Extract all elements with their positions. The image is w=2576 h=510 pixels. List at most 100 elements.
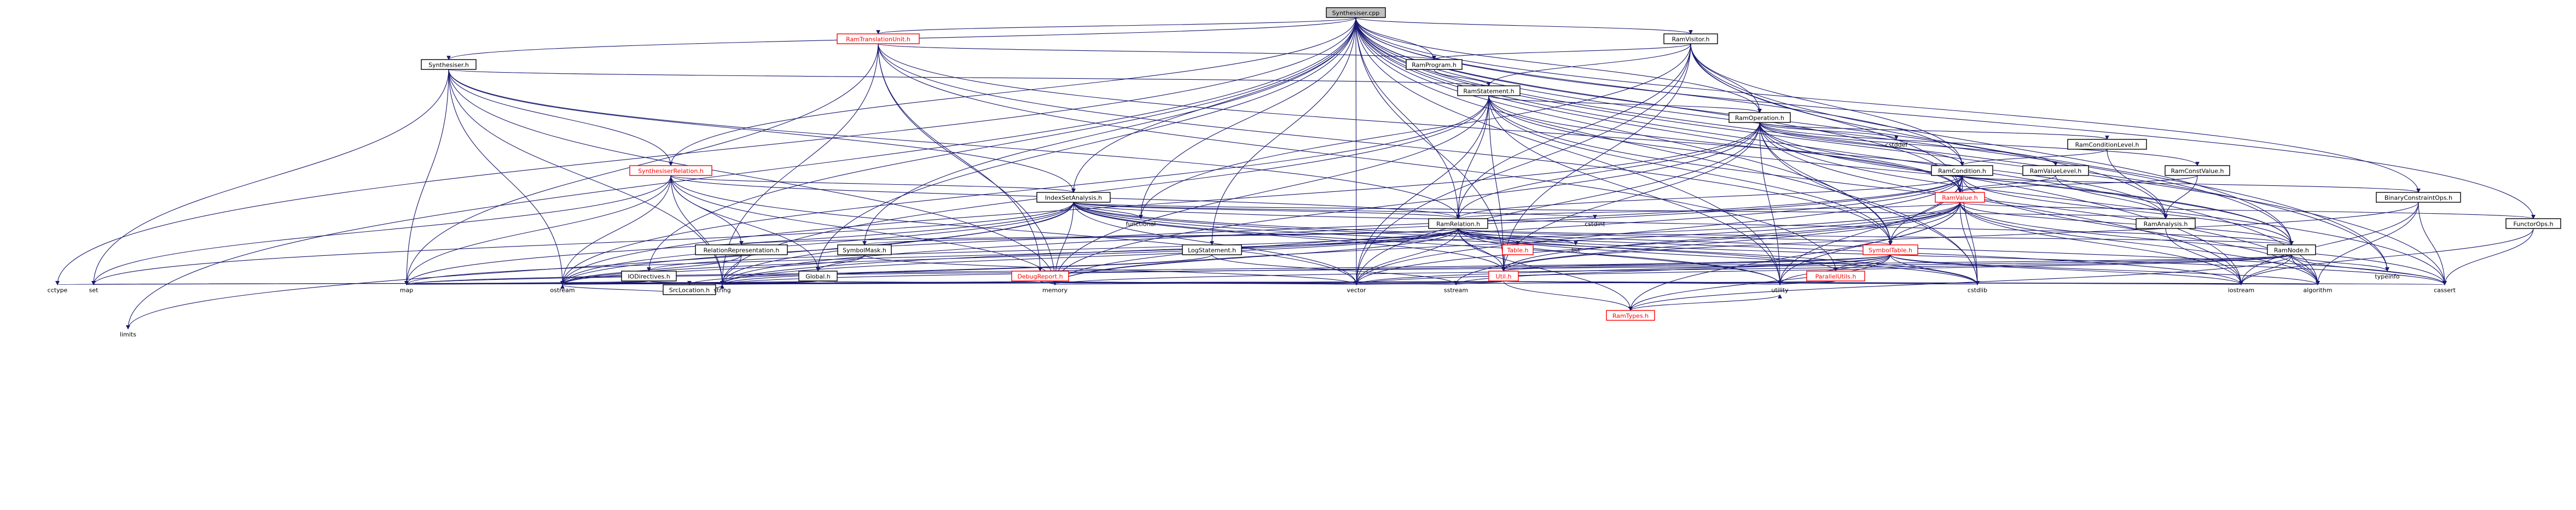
edge-symboltable-to-cstdlib: [1890, 254, 1980, 285]
edge-synth_h-to-indexset: [448, 69, 1076, 193]
edge-functorops-to-cassert: [2442, 228, 2534, 285]
edge-symboltable-to-string: [720, 254, 1891, 285]
node-label: SymbolMask.h: [843, 247, 886, 254]
node-ostream: ostream: [550, 287, 575, 294]
edge-indexset-to-functional: [1073, 202, 1143, 219]
node-box: [2067, 139, 2147, 150]
node-symboltable[interactable]: SymbolTable.h: [1863, 244, 1918, 255]
edge-ram_relation-to-vector: [1354, 228, 1459, 285]
edge-ram_value-to-utility: [1778, 202, 1960, 285]
edge-ram_relation-to-util: [1458, 228, 1506, 272]
node-box: [1663, 33, 1718, 44]
node-ram-condlevel[interactable]: RamConditionLevel.h: [2067, 139, 2147, 150]
edge-ram_condlevel-to-ram_condition: [1960, 149, 2108, 166]
node-label: Global.h: [805, 273, 831, 280]
node-limits: limits: [120, 331, 136, 338]
edge-synth_h-to-ram_statement: [448, 69, 1490, 86]
node-label: DebugReport.h: [1017, 273, 1063, 280]
node-global[interactable]: Global.h: [798, 271, 838, 282]
node-synth-cpp[interactable]: Synthesiser.cpp: [1326, 7, 1386, 18]
edge-ram_tu-to-map: [404, 43, 879, 285]
node-label: algorithm: [2303, 287, 2332, 294]
node-table[interactable]: Table.h: [1502, 244, 1534, 255]
edge-ram_condlevel-to-ram_analysis: [2107, 149, 2168, 219]
node-typeinfo: typeinfo: [2375, 273, 2399, 280]
edge-ram_valuelevel-to-ram_analysis: [2055, 175, 2168, 219]
node-parallelutils[interactable]: ParallelUtils.h: [1806, 271, 1865, 282]
edge-ram_visitor-to-ram_statement: [1487, 43, 1691, 86]
node-util[interactable]: Util.h: [1488, 271, 1519, 282]
node-ram-node[interactable]: RamNode.h: [2267, 244, 2316, 255]
node-ram-condition[interactable]: RamCondition.h: [1931, 165, 1993, 176]
node-ram-visitor[interactable]: RamVisitor.h: [1663, 33, 1718, 44]
node-synth-relation[interactable]: SynthesiserRelation.h: [629, 165, 712, 176]
node-ram-operation[interactable]: RamOperation.h: [1728, 112, 1791, 123]
edge-ram_node-to-map: [405, 254, 2292, 285]
node-ram-relation[interactable]: RamRelation.h: [1428, 218, 1488, 229]
edge-logstatement-to-string: [720, 254, 1212, 285]
node-ram-analysis[interactable]: RamAnalysis.h: [2136, 218, 2196, 229]
node-ram-value[interactable]: RamValue.h: [1935, 192, 1985, 203]
node-ram-constvalue[interactable]: RamConstValue.h: [2165, 165, 2230, 176]
node-srclocation[interactable]: SrcLocation.h: [663, 284, 716, 295]
node-box: [1806, 271, 1865, 282]
edge-indexset-to-limits: [126, 202, 1074, 330]
node-label: FunctorOps.h: [2513, 221, 2553, 228]
edge-ram_relation-to-cassert: [1458, 228, 2447, 285]
node-iodirectives[interactable]: IODirectives.h: [621, 271, 677, 282]
node-box: [695, 244, 788, 255]
edge-indexset-to-ram_relation: [1073, 202, 1460, 219]
node-functorops[interactable]: FunctorOps.h: [2505, 218, 2561, 229]
edge-util-to-ram_types: [1503, 280, 1633, 311]
node-symbolmask[interactable]: SymbolMask.h: [837, 244, 892, 255]
node-synth-h[interactable]: Synthesiser.h: [421, 59, 477, 70]
edge-ram_valuelevel-to-ram_value: [1958, 175, 2056, 193]
node-ram-program[interactable]: RamProgram.h: [1406, 59, 1463, 70]
node-ram-tu[interactable]: RamTranslationUnit.h: [837, 33, 920, 44]
node-memory: memory: [1042, 287, 1067, 294]
node-binconst[interactable]: BinaryConstraintOps.h: [2376, 192, 2461, 203]
edge-ram_visitor-to-ram_node: [1690, 43, 2294, 245]
edge-indexset-to-cstdint: [1073, 202, 1597, 219]
edge-ram_node-to-cassert: [2291, 254, 2447, 285]
node-label: ParallelUtils.h: [1815, 273, 1856, 280]
node-label: SymbolTable.h: [1869, 247, 1912, 254]
edge-indexset-to-ostream: [560, 202, 1074, 285]
node-ram-types[interactable]: RamTypes.h: [1606, 310, 1655, 321]
edge-ram_operation-to-vector: [1354, 122, 1760, 285]
edge-symboltable-to-vector: [1354, 254, 1891, 285]
node-logstatement[interactable]: LogStatement.h: [1182, 244, 1242, 255]
node-debugreport[interactable]: DebugReport.h: [1011, 271, 1069, 282]
edge-indexset-to-cassert: [1073, 202, 2447, 285]
edge-ram_relation-to-list: [1458, 228, 1578, 245]
edge-ram_relation-to-relrep: [739, 228, 1459, 245]
edge-ram_statement-to-ram_operation: [1488, 95, 1762, 113]
edge-synth_h-to-memory: [448, 69, 1057, 285]
edge-ram_statement-to-memory: [1053, 95, 1489, 285]
node-label: RamValue.h: [1942, 195, 1978, 202]
edge-ram_operation-to-ram_condition: [1759, 122, 1964, 166]
node-label: list: [1571, 247, 1581, 254]
edge-ram_operation-to-ram_value: [1759, 122, 1962, 193]
node-label: cassert: [2434, 287, 2456, 294]
edge-ram_value-to-cstdlib: [1959, 202, 1980, 285]
edge-ram_statement-to-ram_relation: [1456, 95, 1489, 219]
node-label: cstdint: [1585, 221, 1605, 228]
node-cstddef: cstddef: [1885, 142, 1908, 149]
node-box: [2136, 218, 2196, 229]
edge-symboltable-to-iostream: [1890, 254, 2243, 285]
edge-ram_value-to-sstream: [1454, 202, 1960, 285]
edge-ram_relation-to-ram_types: [1458, 228, 1633, 311]
node-ram-valuelevel[interactable]: RamValueLevel.h: [2022, 165, 2089, 176]
node-relrep[interactable]: RelationRepresentation.h: [695, 244, 788, 255]
node-indexset[interactable]: IndexSetAnalysis.h: [1036, 192, 1111, 203]
node-label: iostream: [2228, 287, 2254, 294]
edge-binconst-to-cassert: [2418, 202, 2447, 285]
edge-relrep-to-ostream: [560, 254, 742, 285]
edge-symbolmask-to-ostream: [560, 254, 865, 285]
edge-ram_condition-to-string: [720, 175, 1963, 285]
edge-symbolmask-to-vector: [864, 254, 1359, 285]
node-box: [1728, 112, 1791, 123]
node-ram-statement[interactable]: RamStatement.h: [1457, 85, 1521, 96]
edge-indexset-to-util: [1073, 202, 1506, 272]
